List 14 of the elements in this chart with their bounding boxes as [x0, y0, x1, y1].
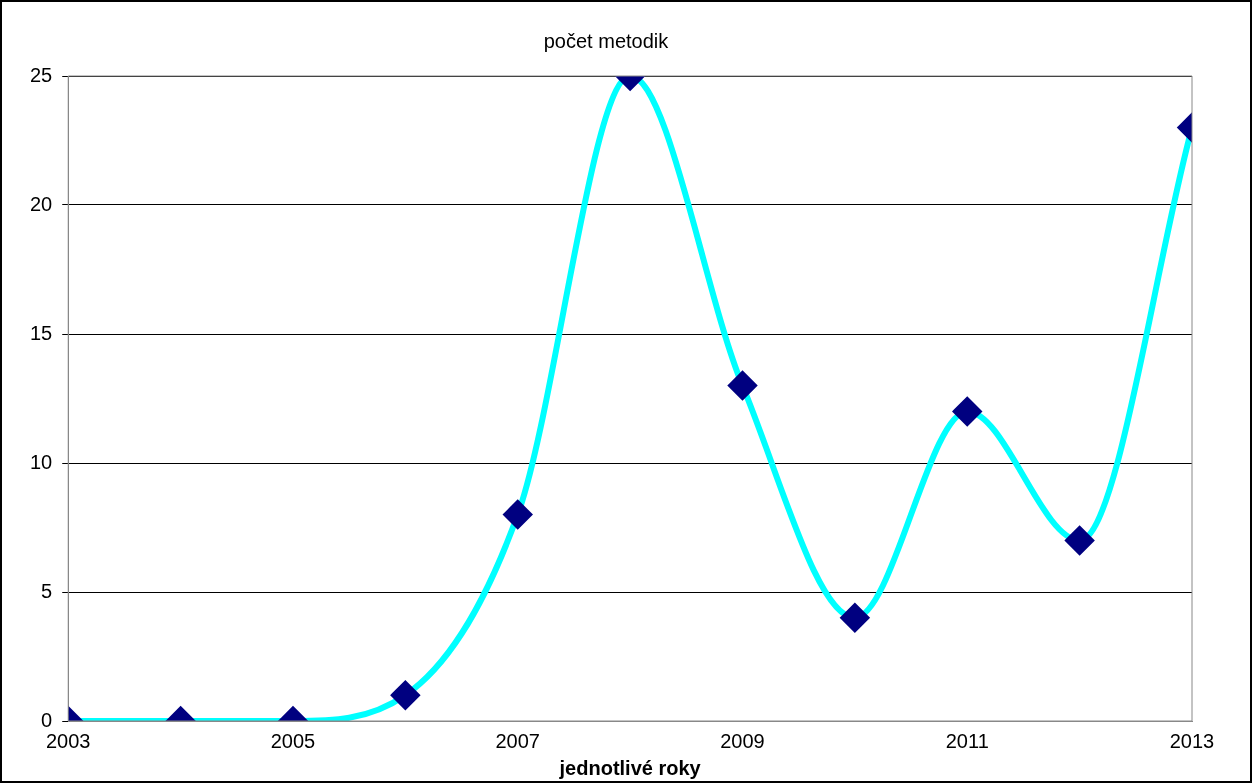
y-tick-label: 20 [30, 192, 53, 215]
x-tick-label: 2007 [495, 729, 540, 752]
x-tick-label: 2003 [46, 729, 91, 752]
y-tick-label: 25 [30, 63, 53, 86]
y-tick-label: 15 [30, 321, 53, 344]
y-tick-label: 0 [41, 708, 53, 731]
chart-title: počet metodik [543, 29, 670, 52]
y-tick-label: 5 [41, 579, 53, 602]
x-tick-label: 2013 [1169, 729, 1215, 752]
x-tick-label: 2011 [945, 729, 989, 752]
x-tick-label: 2005 [270, 729, 316, 752]
y-tick-label: 10 [30, 450, 53, 473]
x-tick-label: 2009 [720, 729, 765, 752]
x-axis-title: jednotlivé roky [558, 756, 702, 779]
